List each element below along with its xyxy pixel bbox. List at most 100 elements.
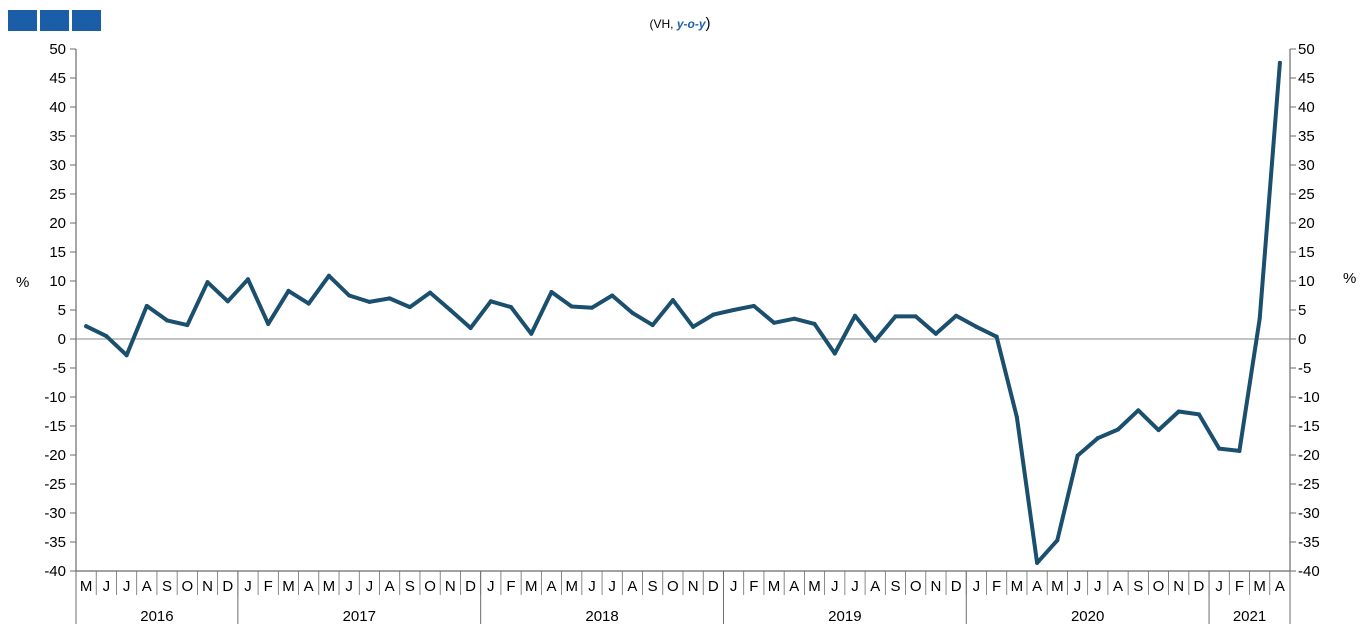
x-month-label: A — [1113, 578, 1123, 595]
data-point — [589, 305, 594, 310]
data-point — [1095, 436, 1100, 441]
data-point — [1035, 560, 1040, 565]
y-tick-label-left: -5 — [53, 360, 66, 377]
logo-block — [40, 10, 69, 31]
x-month-label: N — [688, 578, 699, 595]
x-month-label: M — [1051, 578, 1064, 595]
data-point — [751, 303, 756, 308]
y-tick-label-left: 50 — [49, 41, 66, 58]
y-tick-label-left: -10 — [44, 389, 66, 406]
y-tick-label-right: 5 — [1298, 302, 1306, 319]
y-tick-label-right: 20 — [1298, 215, 1315, 232]
data-point — [954, 313, 959, 318]
x-month-label: O — [1153, 578, 1165, 595]
x-year-label: 2021 — [1233, 608, 1266, 624]
data-point — [407, 305, 412, 310]
x-month-label: F — [749, 578, 758, 595]
y-tick-label-left: 45 — [49, 70, 66, 87]
data-point — [448, 308, 453, 312]
x-month-label: J — [1074, 578, 1082, 595]
data-point — [792, 316, 797, 321]
data-point — [1237, 448, 1242, 453]
data-point — [1116, 427, 1121, 432]
x-month-label: J — [588, 578, 596, 595]
x-month-label: N — [202, 578, 213, 595]
x-month-label: J — [608, 578, 616, 595]
subtitle-emphasis: y-o-y — [676, 17, 706, 31]
y-tick-label-left: -40 — [44, 563, 66, 580]
data-point — [529, 331, 534, 336]
y-tick-label-right: -35 — [1298, 534, 1320, 551]
x-month-label: J — [730, 578, 738, 595]
y-tick-label-left: 40 — [49, 99, 66, 116]
y-tick-label-left: 15 — [49, 244, 66, 261]
x-month-label: O — [181, 578, 193, 595]
y-tick-label-left: 5 — [58, 302, 66, 319]
data-point — [84, 324, 89, 329]
series-line — [84, 60, 1282, 565]
y-tick-label-right: 25 — [1298, 186, 1315, 203]
data-point — [165, 318, 170, 323]
data-point — [468, 325, 473, 330]
data-point — [650, 323, 655, 328]
x-month-label: J — [973, 578, 981, 595]
x-month-label: M — [525, 578, 538, 595]
y-tick-label-right: 30 — [1298, 157, 1315, 174]
x-month-label: J — [1094, 578, 1102, 595]
x-month-label: N — [445, 578, 456, 595]
y-tick-label-left: 30 — [49, 157, 66, 174]
x-month-label: J — [831, 578, 839, 595]
x-month-label: A — [142, 578, 152, 595]
y-tick-label-right: 15 — [1298, 244, 1315, 261]
x-month-label: M — [1011, 578, 1024, 595]
data-point — [610, 293, 615, 298]
data-point — [1136, 408, 1141, 413]
y-tick-label-left: 10 — [49, 273, 66, 290]
data-point — [893, 314, 898, 319]
x-year-label: 2018 — [585, 608, 618, 624]
x-month-label: M — [282, 578, 295, 595]
data-point — [326, 273, 331, 278]
data-point — [974, 324, 979, 329]
data-point — [387, 296, 392, 301]
data-point — [711, 312, 716, 317]
y-axis-label-left: % — [16, 274, 29, 291]
x-month-label: A — [385, 578, 395, 595]
data-point — [104, 334, 109, 339]
x-month-label: A — [304, 578, 314, 595]
x-month-label: J — [1215, 578, 1223, 595]
x-month-label: O — [424, 578, 436, 595]
x-month-label: M — [323, 578, 336, 595]
data-point — [1176, 409, 1181, 414]
y-tick-label-left: -30 — [44, 505, 66, 522]
x-month-label: J — [123, 578, 131, 595]
data-point — [185, 323, 190, 328]
x-month-label: S — [648, 578, 658, 595]
y-tick-label-left: 35 — [49, 128, 66, 145]
x-month-label: S — [1133, 578, 1143, 595]
x-month-label: M — [808, 578, 821, 595]
data-point — [124, 353, 129, 358]
logo-block — [8, 10, 37, 31]
y-tick-label-right: -30 — [1298, 505, 1320, 522]
x-month-label: S — [162, 578, 172, 595]
x-month-label: A — [870, 578, 880, 595]
data-point — [731, 308, 736, 312]
x-month-label: A — [1275, 578, 1285, 595]
x-month-label: A — [789, 578, 799, 595]
data-point — [549, 290, 554, 295]
x-month-label: J — [851, 578, 859, 595]
data-point — [286, 288, 291, 293]
data-point — [873, 338, 878, 343]
x-month-label: O — [910, 578, 922, 595]
y-tick-label-left: 25 — [49, 186, 66, 203]
data-point — [225, 299, 230, 304]
data-point — [144, 303, 149, 308]
series-group — [84, 60, 1282, 565]
x-month-label: J — [103, 578, 111, 595]
x-month-label: A — [546, 578, 556, 595]
y-tick-label-left: -25 — [44, 476, 66, 493]
data-point — [832, 351, 837, 356]
y-tick-label-left: -20 — [44, 447, 66, 464]
x-month-label: D — [222, 578, 233, 595]
